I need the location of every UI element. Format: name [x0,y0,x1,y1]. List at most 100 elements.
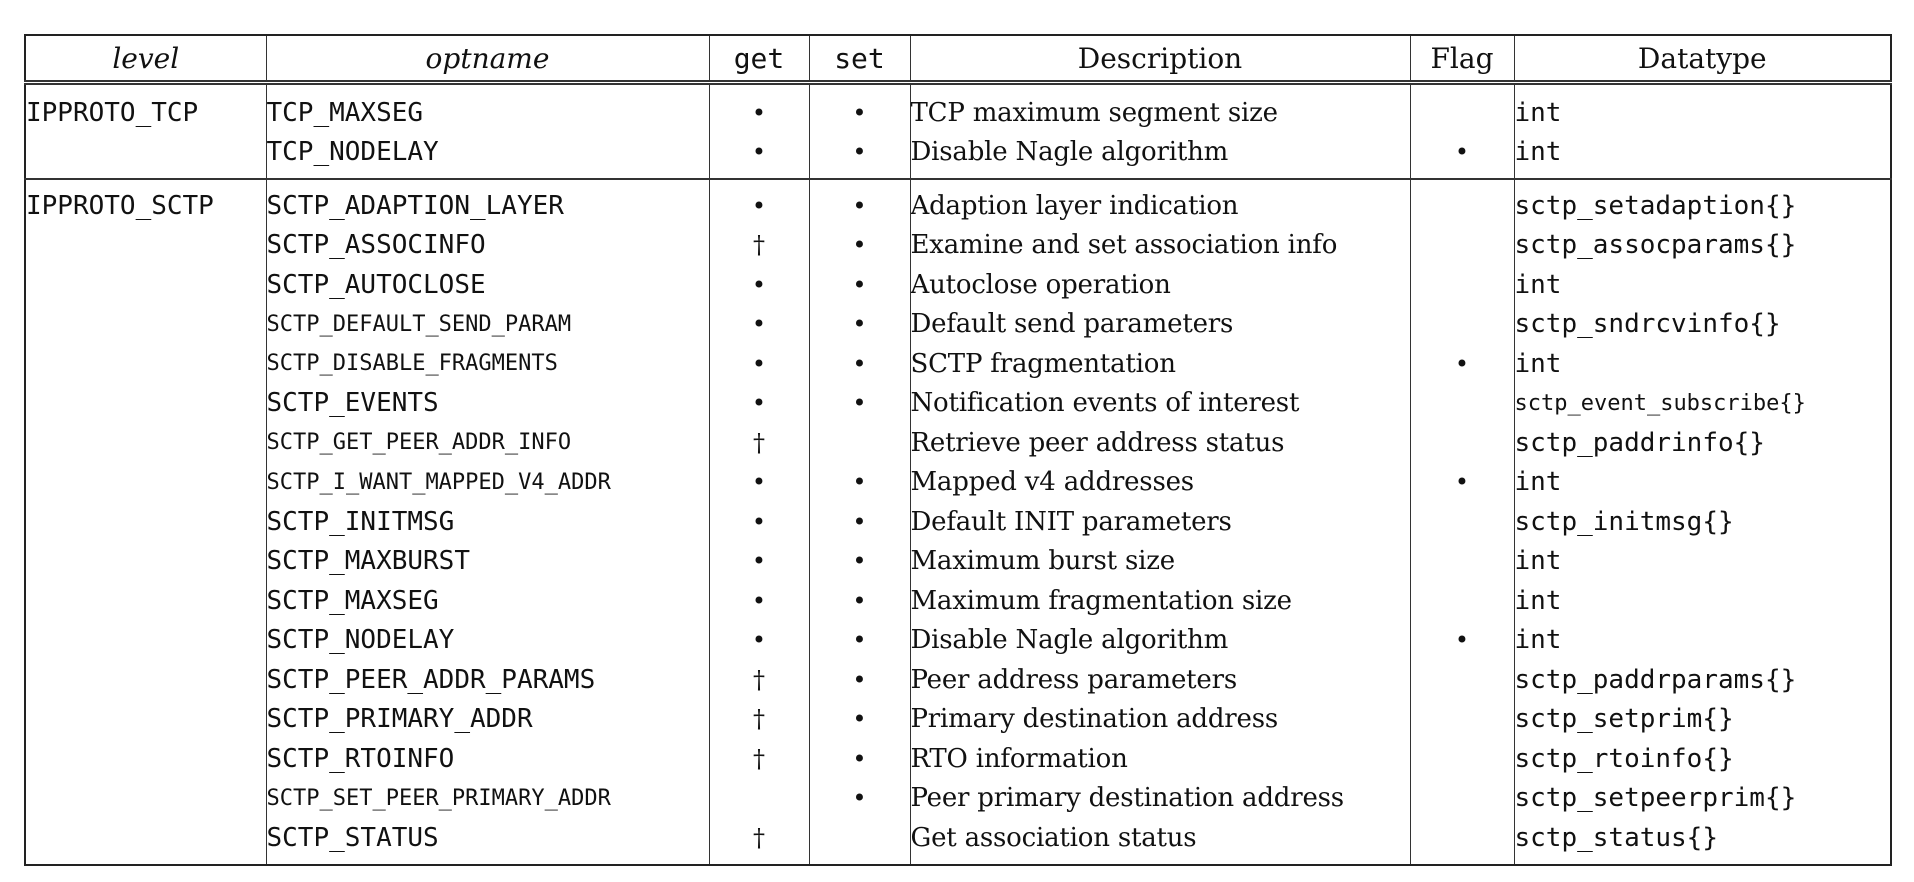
table-row: SCTP_NODELAY • • Disable Nagle algorithm • in… [24,620,1892,660]
datatype-cell: sctp_rtoinfo{} [1513,739,1892,779]
datatype-cell: int [1513,581,1892,621]
get-cell: • [708,620,810,660]
level-cell [24,778,267,818]
description-cell: Primary destination address [909,699,1411,739]
description-cell: Examine and set association info [909,225,1411,265]
flag-cell [1409,699,1515,739]
level-cell [24,620,267,660]
table-row: SCTP_GET_PEER_ADDR_INFO † Retrieve peer ad… [24,423,1892,463]
set-cell [808,423,911,463]
table-row: SCTP_EVENTS • • Notification events of inte… [24,383,1892,423]
level-cell [24,304,267,344]
table-row: SCTP_AUTOCLOSE • • Autoclose operation int [24,265,1892,305]
optname-cell: SCTP_MAXBURST [265,541,710,581]
optname-cell: SCTP_STATUS [265,818,710,865]
group-ipproto-sctp: IPPROTO_SCTP SCTP_ADAPTION_LAYER • • Adaptio… [24,179,1892,865]
get-cell: • [708,265,810,305]
table-header: level optname get set Description Flag D… [24,35,1892,85]
flag-cell [1409,82,1515,133]
optname-cell: SCTP_EVENTS [265,383,710,423]
get-cell: • [708,82,810,133]
flag-cell [1409,541,1515,581]
optname-cell: SCTP_ADAPTION_LAYER [265,179,710,226]
datatype-cell: sctp_status{} [1513,818,1892,865]
header-set: set [808,35,911,85]
get-cell [708,778,810,818]
datatype-cell: sctp_event_subscribe{} [1513,383,1892,423]
level-cell [24,541,267,581]
optname-cell: SCTP_INITMSG [265,502,710,542]
optname-cell: SCTP_GET_PEER_ADDR_INFO [265,423,710,463]
group-ipproto-tcp: IPPROTO_TCP TCP_MAXSEG • • TCP maximum segme… [24,82,1892,179]
level-cell [24,818,267,865]
table-row: SCTP_RTOINFO † • RTO information sctp_rtoinf… [24,739,1892,779]
datatype-cell: sctp_sndrcvinfo{} [1513,304,1892,344]
table-row: SCTP_DISABLE_FRAGMENTS • • SCTP fragmentati… [24,344,1892,384]
header-level: level [24,35,267,85]
set-cell: • [808,581,911,621]
description-cell: Retrieve peer address status [909,423,1411,463]
datatype-cell: sctp_paddrinfo{} [1513,423,1892,463]
description-cell: Default send parameters [909,304,1411,344]
table-row: SCTP_ASSOCINFO † • Examine and set associat… [24,225,1892,265]
description-cell: Disable Nagle algorithm [909,620,1411,660]
set-cell: • [808,739,911,779]
level-cell [24,699,267,739]
level-cell [24,344,267,384]
set-cell: • [808,620,911,660]
description-cell: Get association status [909,818,1411,865]
flag-cell [1409,778,1515,818]
set-cell: • [808,660,911,700]
get-cell: • [708,179,810,226]
flag-cell [1409,660,1515,700]
get-cell: • [708,383,810,423]
optname-cell: SCTP_AUTOCLOSE [265,265,710,305]
optname-cell: SCTP_RTOINFO [265,739,710,779]
level-cell [24,383,267,423]
get-cell: • [708,462,810,502]
level-cell [24,225,267,265]
datatype-cell: sctp_setpeerprim{} [1513,778,1892,818]
table-row: IPPROTO_SCTP SCTP_ADAPTION_LAYER • • Adaptio… [24,179,1892,226]
get-cell: • [708,541,810,581]
get-cell: † [708,423,810,463]
description-cell: RTO information [909,739,1411,779]
get-cell: • [708,132,810,179]
flag-cell [1409,739,1515,779]
flag-cell [1409,179,1515,226]
table-row: SCTP_INITMSG • • Default INIT parameters sct… [24,502,1892,542]
description-cell: Notification events of interest [909,383,1411,423]
flag-cell [1409,423,1515,463]
description-cell: SCTP fragmentation [909,344,1411,384]
get-cell: † [708,699,810,739]
set-cell: • [808,179,911,226]
flag-cell: • [1409,462,1515,502]
header-row: level optname get set Description Flag D… [24,35,1892,85]
table-row: IPPROTO_TCP TCP_MAXSEG • • TCP maximum segme… [24,82,1892,133]
optname-cell: SCTP_PEER_ADDR_PARAMS [265,660,710,700]
header-datatype: Datatype [1513,35,1892,85]
datatype-cell: int [1513,541,1892,581]
set-cell: • [808,502,911,542]
table-row: TCP_NODELAY • • Disable Nagle algorithm • int [24,132,1892,179]
level-cell [24,739,267,779]
description-cell: TCP maximum segment size [909,82,1411,133]
set-cell: • [808,304,911,344]
flag-cell: • [1409,344,1515,384]
level-cell [24,502,267,542]
get-cell: • [708,344,810,384]
description-cell: Default INIT parameters [909,502,1411,542]
datatype-cell: sctp_assocparams{} [1513,225,1892,265]
table-row: SCTP_DEFAULT_SEND_PARAM • • Default send pa… [24,304,1892,344]
table-row: SCTP_I_WANT_MAPPED_V4_ADDR • • Mapped v4 ad… [24,462,1892,502]
get-cell: • [708,304,810,344]
optname-cell: SCTP_PRIMARY_ADDR [265,699,710,739]
header-optname: optname [265,35,710,85]
get-cell: † [708,739,810,779]
level-cell: IPPROTO_SCTP [24,179,267,226]
flag-cell [1409,265,1515,305]
get-cell: † [708,818,810,865]
optname-cell: SCTP_SET_PEER_PRIMARY_ADDR [265,778,710,818]
socket-options-table: level optname get set Description Flag D… [24,34,1892,866]
